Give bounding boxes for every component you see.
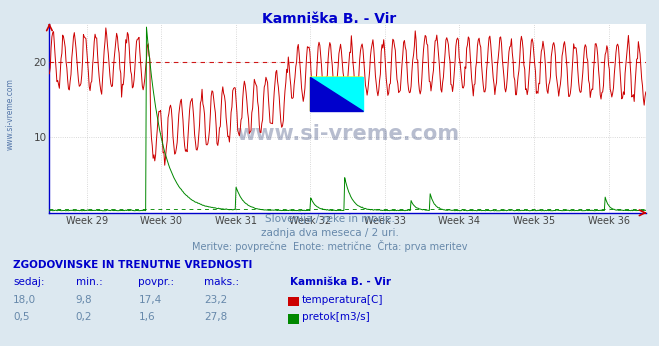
Text: zadnja dva meseca / 2 uri.: zadnja dva meseca / 2 uri. — [260, 228, 399, 238]
Text: 9,8: 9,8 — [76, 295, 92, 305]
Text: 0,5: 0,5 — [13, 312, 30, 322]
Text: 23,2: 23,2 — [204, 295, 227, 305]
Polygon shape — [310, 77, 362, 111]
Text: 0,2: 0,2 — [76, 312, 92, 322]
Text: Kamniška B. - Vir: Kamniška B. - Vir — [290, 277, 391, 288]
Text: maks.:: maks.: — [204, 277, 239, 288]
Polygon shape — [310, 77, 362, 111]
Text: www.si-vreme.com: www.si-vreme.com — [5, 78, 14, 150]
Text: pretok[m3/s]: pretok[m3/s] — [302, 312, 370, 322]
Polygon shape — [310, 77, 362, 111]
Text: min.:: min.: — [76, 277, 103, 288]
Text: 27,8: 27,8 — [204, 312, 227, 322]
Text: 17,4: 17,4 — [138, 295, 161, 305]
Text: ZGODOVINSKE IN TRENUTNE VREDNOSTI: ZGODOVINSKE IN TRENUTNE VREDNOSTI — [13, 260, 252, 270]
Text: 18,0: 18,0 — [13, 295, 36, 305]
Text: Meritve: povprečne  Enote: metrične  Črta: prva meritev: Meritve: povprečne Enote: metrične Črta:… — [192, 240, 467, 252]
Text: temperatura[C]: temperatura[C] — [302, 295, 384, 305]
Text: Slovenija / reke in morje.: Slovenija / reke in morje. — [264, 214, 395, 224]
Text: 1,6: 1,6 — [138, 312, 155, 322]
Text: www.si-vreme.com: www.si-vreme.com — [236, 124, 459, 144]
Text: povpr.:: povpr.: — [138, 277, 175, 288]
Text: Kamniška B. - Vir: Kamniška B. - Vir — [262, 12, 397, 26]
Text: sedaj:: sedaj: — [13, 277, 45, 288]
